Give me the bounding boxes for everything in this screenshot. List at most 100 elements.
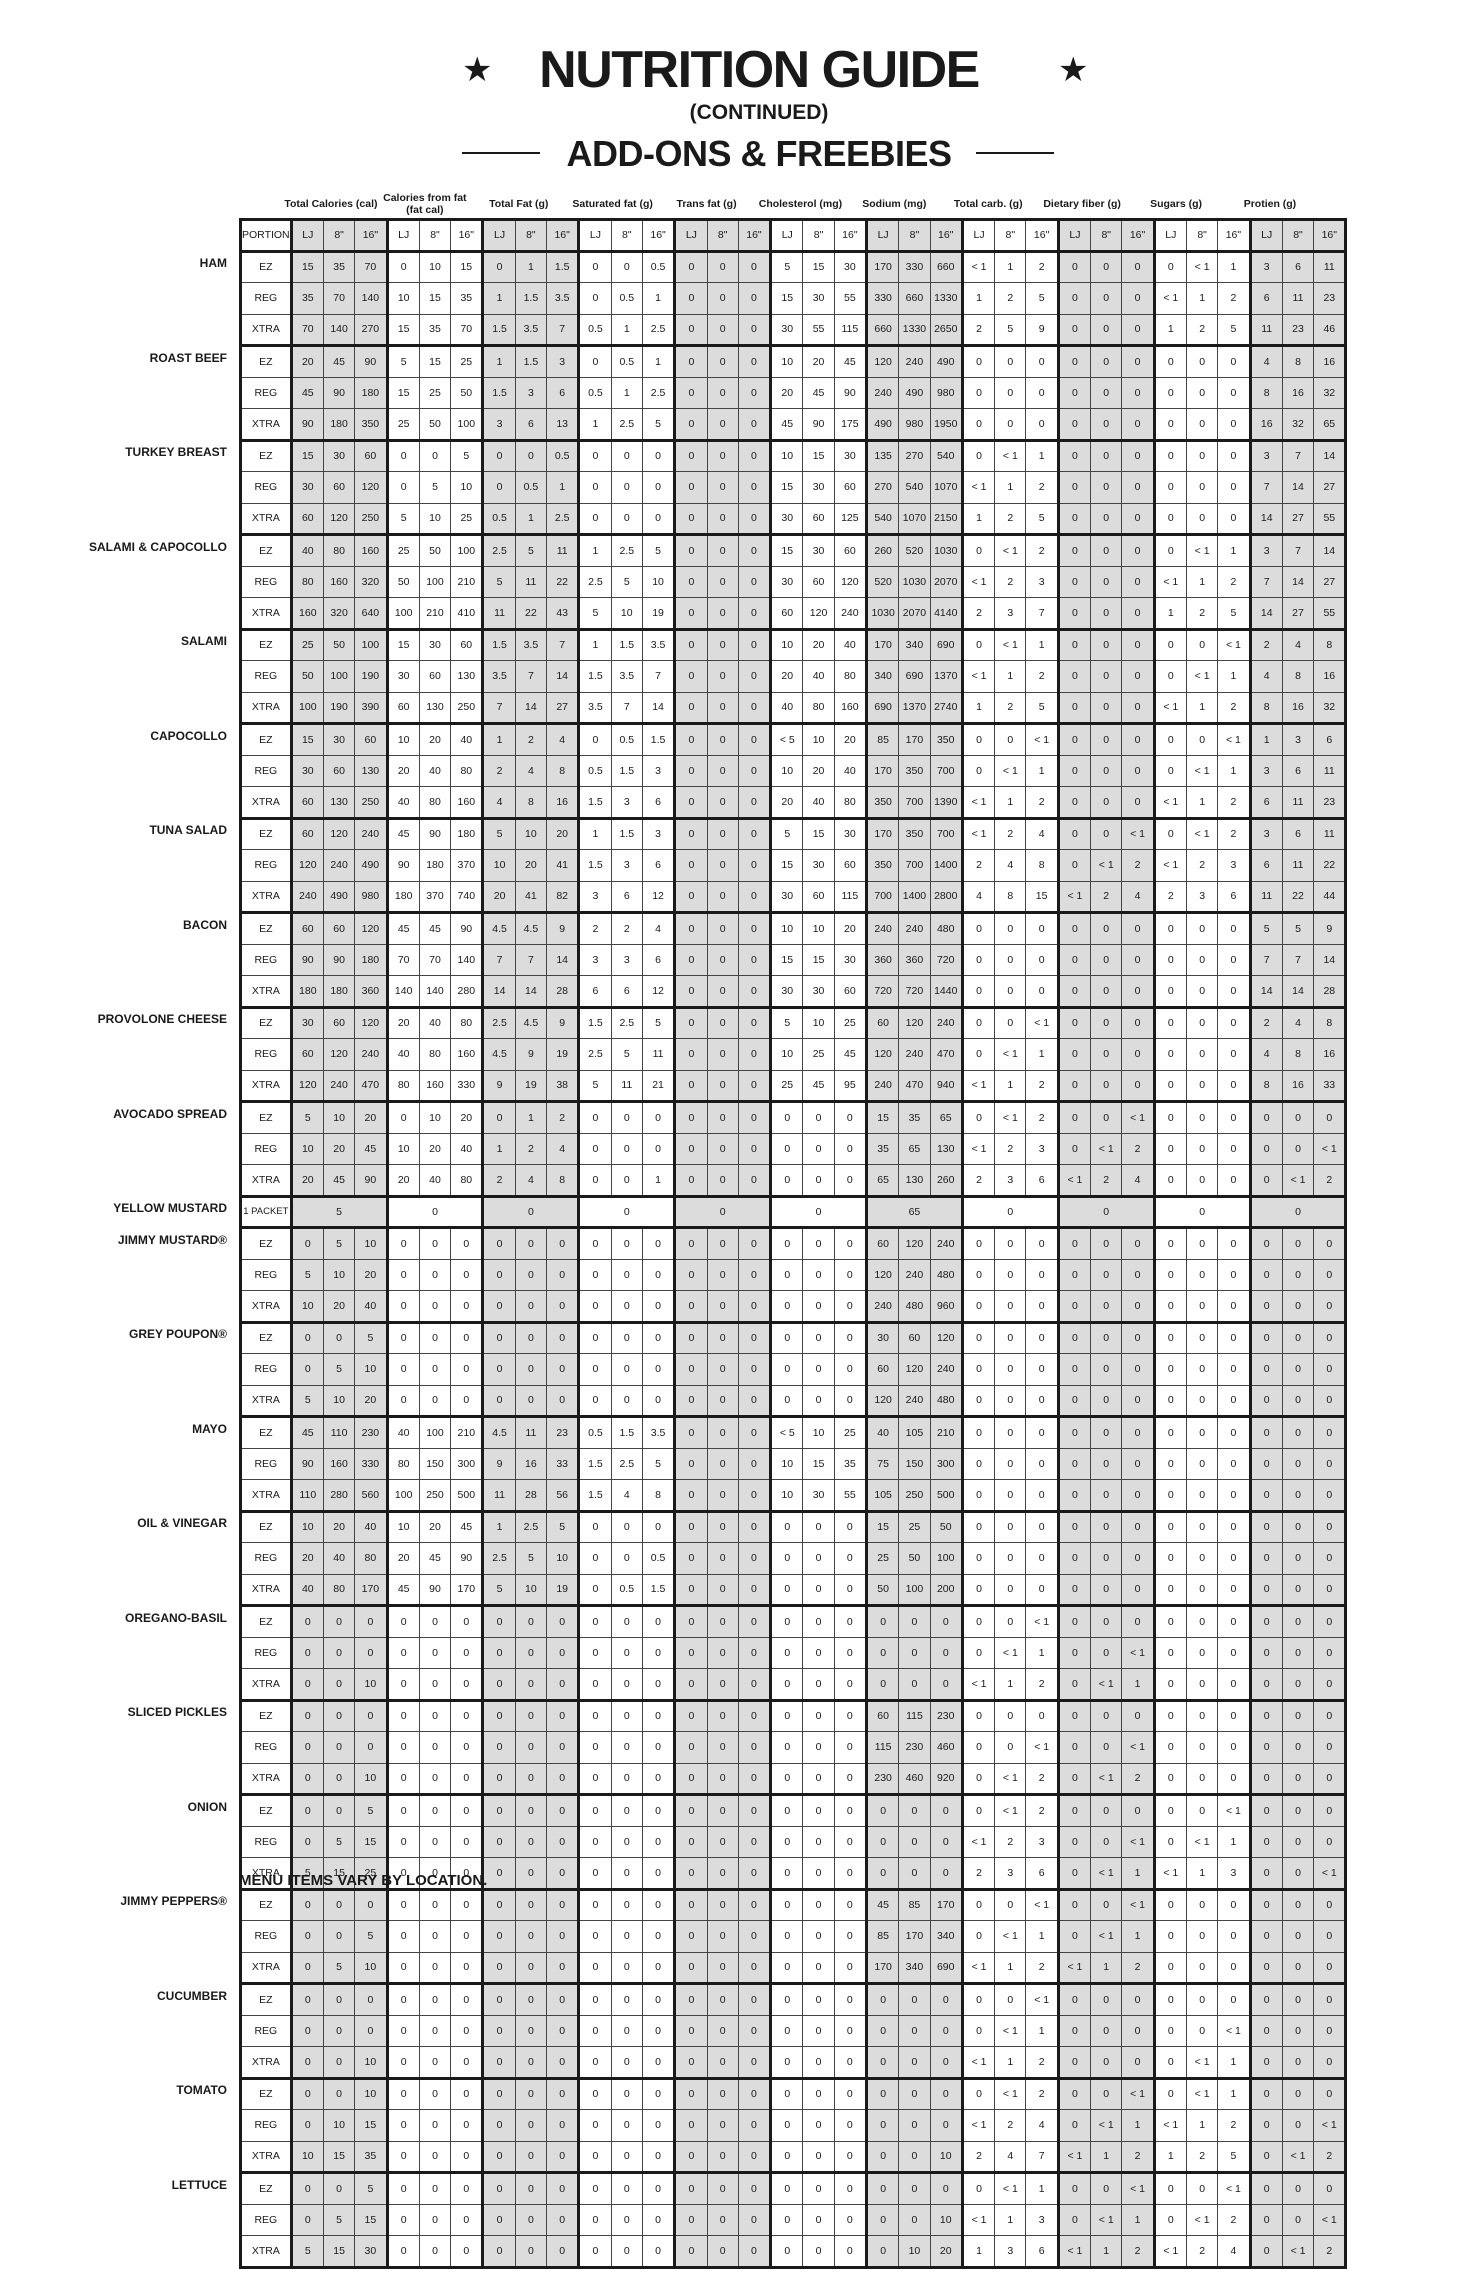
value-cell: 0 xyxy=(1121,1573,1155,1606)
value-cell: 10 xyxy=(354,1353,388,1386)
value-cell: 0 xyxy=(289,2203,324,2236)
value-cell: 0 xyxy=(706,1384,739,1417)
value-cell: 2.5 xyxy=(481,533,516,567)
value-cell: 65 xyxy=(929,1100,963,1134)
value-cell: 0 xyxy=(673,313,708,346)
value-cell: 2 xyxy=(577,911,612,945)
value-cell: < 1 xyxy=(994,2014,1027,2047)
value-cell: 0 xyxy=(610,2014,643,2047)
value-cell: 45 xyxy=(450,1509,484,1543)
value-cell: 0 xyxy=(737,313,772,346)
value-cell: 1.5 xyxy=(610,754,643,787)
value-cell: < 1 xyxy=(1056,1951,1092,1984)
value-cell: 0 xyxy=(960,376,996,409)
value-cell: 0 xyxy=(1090,1698,1123,1732)
value-cell: 0 xyxy=(706,344,739,378)
value-cell: 0 xyxy=(577,438,612,472)
item-name: AVOCADO SPREAD xyxy=(113,1106,227,1121)
value-cell: 140 xyxy=(385,975,420,1008)
value-cell: 0 xyxy=(481,1258,516,1291)
column-group-header: Sodium (mg) xyxy=(862,198,927,210)
value-cell: 0 xyxy=(1025,1384,1059,1417)
value-cell: 80 xyxy=(354,1542,388,1575)
value-cell: 0 xyxy=(1121,2014,1155,2047)
value-cell: 0 xyxy=(1152,438,1187,472)
value-cell: 0 xyxy=(481,1320,516,1354)
value-cell: 0 xyxy=(1056,816,1092,850)
value-cell: 0 xyxy=(673,2109,708,2142)
value-cell: 0 xyxy=(1152,2046,1187,2079)
value-cell: 0 xyxy=(1152,1762,1187,1795)
value-cell: 0 xyxy=(929,1604,963,1638)
value-cell: 0 xyxy=(546,2109,580,2142)
value-cell: 0 xyxy=(354,1636,388,1669)
value-cell: 0.5 xyxy=(481,502,516,535)
value-cell: 0 xyxy=(1217,1573,1251,1606)
value-cell: 0 xyxy=(737,2046,772,2079)
value-cell: 1 xyxy=(1025,754,1059,787)
value-cell: 0 xyxy=(1248,1887,1283,1921)
value-cell: 240 xyxy=(898,344,931,378)
value-cell: 10 xyxy=(769,438,804,472)
value-cell: 0 xyxy=(1248,1290,1283,1323)
value-cell: 0 xyxy=(546,1258,580,1291)
table-row: TOMATO EZ 0 0 10 0 0 0 0 0 0 0 0 0 0 0 0 0 0 0 0 0 0 0 < 1 2 0 0 < 1… xyxy=(12,2076,1348,2110)
value-cell: 0 xyxy=(769,1698,804,1732)
value-cell: 0 xyxy=(577,1542,612,1575)
value-cell: 0 xyxy=(1152,1100,1187,1134)
size-header: 8" xyxy=(322,218,356,252)
value-cell: 1330 xyxy=(929,282,963,315)
value-cell: 0 xyxy=(737,376,772,409)
value-cell: 0 xyxy=(1152,1226,1187,1260)
value-cell: 0 xyxy=(994,1226,1027,1260)
value-cell: 0 xyxy=(706,722,739,756)
value-cell: 0 xyxy=(1248,1920,1283,1953)
value-cell: 60 xyxy=(898,1320,931,1354)
value-cell: 0 xyxy=(737,880,772,913)
value-cell: 0 xyxy=(1313,1384,1348,1417)
value-cell: 0 xyxy=(641,1100,676,1134)
value-cell: 50 xyxy=(385,565,420,598)
value-cell: 0 xyxy=(833,1762,868,1795)
value-cell: 0 xyxy=(960,943,996,976)
value-cell: 0 xyxy=(481,2203,516,2236)
value-cell: 160 xyxy=(322,565,356,598)
value-cell: 10 xyxy=(769,1038,804,1071)
value-cell: 0 xyxy=(1152,1069,1187,1102)
value-cell: 0 xyxy=(994,408,1027,441)
value-cell: 14 xyxy=(1248,502,1283,535)
value-cell: 20 xyxy=(322,1509,356,1543)
value-cell: 14 xyxy=(1248,597,1283,630)
value-cell: 9 xyxy=(481,1447,516,1480)
portion-cell: REG xyxy=(239,1038,292,1071)
value-cell: < 1 xyxy=(960,786,996,819)
value-cell: 0 xyxy=(610,1509,643,1543)
value-cell: 0 xyxy=(610,1982,643,2016)
value-cell: 0 xyxy=(898,1636,931,1669)
value-cell: 0 xyxy=(1281,1290,1315,1323)
value-cell: 1.5 xyxy=(577,1447,612,1480)
value-cell: 0 xyxy=(641,2109,676,2142)
value-cell: 0 xyxy=(673,597,708,630)
value-cell: 16 xyxy=(1313,1038,1348,1071)
value-cell: 2 xyxy=(1025,1668,1059,1701)
value-cell: 38 xyxy=(546,1069,580,1102)
value-cell: 0 xyxy=(1248,1194,1348,1228)
value-cell: 0 xyxy=(610,1384,643,1417)
label-spacer xyxy=(12,1637,241,1669)
value-cell: 5 xyxy=(289,1258,324,1291)
value-cell: 46 xyxy=(1313,313,1348,346)
value-cell: 115 xyxy=(833,880,868,913)
value-cell: 8 xyxy=(641,1479,676,1512)
value-cell: 10 xyxy=(769,344,804,378)
value-cell: 0 xyxy=(1056,1573,1092,1606)
value-cell: 0 xyxy=(1121,1226,1155,1260)
value-cell: 3 xyxy=(610,786,643,819)
value-cell: 0 xyxy=(1185,2014,1219,2047)
value-cell: 0 xyxy=(546,1951,580,1984)
value-cell: 14 xyxy=(514,691,548,724)
value-cell: 0 xyxy=(833,2046,868,2079)
